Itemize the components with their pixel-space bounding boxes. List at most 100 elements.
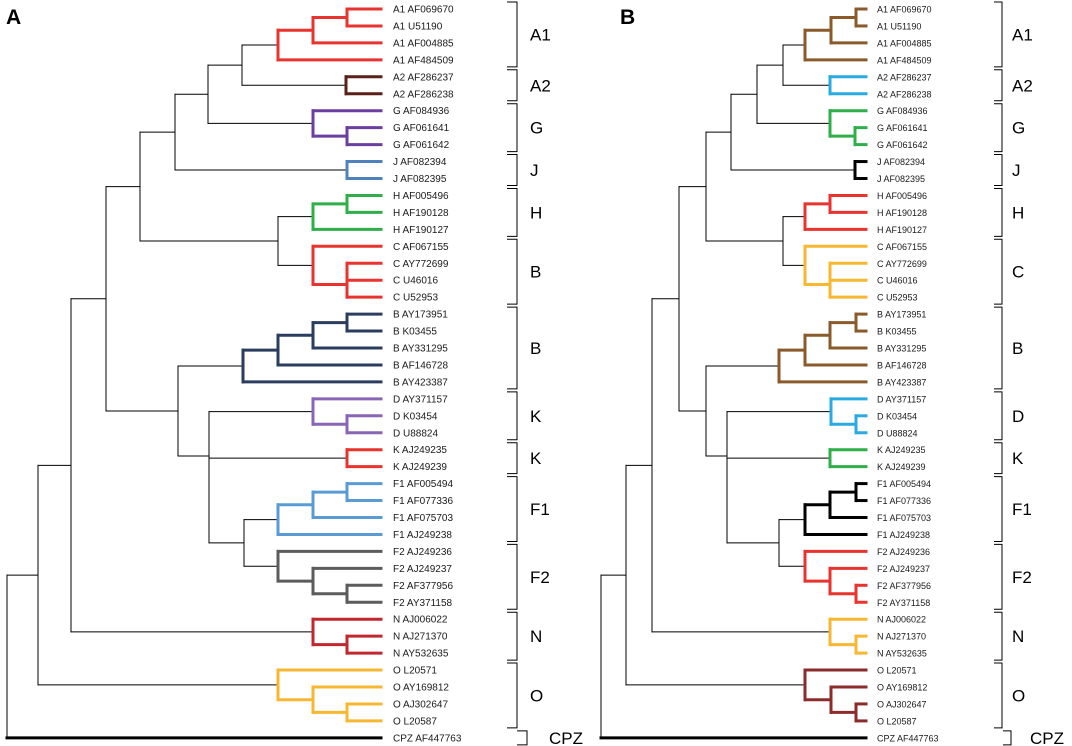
clade-bracket xyxy=(994,476,1003,542)
leaf-label: H AF190127 xyxy=(393,225,449,236)
clade-bracket xyxy=(507,662,518,729)
leaf-label: F2 AJ249237 xyxy=(393,564,452,575)
clade-bracket xyxy=(507,238,518,305)
panel-b-tree: B A1 AF069670 A1 U51190 A1 AF004885 A1 AF48… xyxy=(599,1,1064,746)
clade-label: F1 xyxy=(1012,500,1032,519)
leaf-label: J AF082395 xyxy=(877,174,925,184)
clade-bracket xyxy=(507,611,518,661)
leaf-label: D K03454 xyxy=(877,411,917,421)
clade-label: F1 xyxy=(530,500,550,519)
leaf-label: N AJ271370 xyxy=(393,632,448,643)
clade-bracket xyxy=(994,103,1003,153)
leaf-label: N AY532635 xyxy=(393,649,449,660)
clade-label: B xyxy=(530,263,541,282)
leaf-label: F1 AF005494 xyxy=(393,479,453,490)
leaf-label: B K03455 xyxy=(877,327,917,337)
leaf-label: G AF084936 xyxy=(877,106,928,116)
clade-label: C xyxy=(1012,263,1024,282)
leaf-label: F1 AF075703 xyxy=(393,513,453,524)
leaf-label: H AF190128 xyxy=(393,208,449,219)
leaf-label: A1 AF004885 xyxy=(393,38,454,49)
panel-a-letter: A xyxy=(6,6,21,29)
leaf-label: C U46016 xyxy=(393,276,438,287)
clade-label: N xyxy=(1012,627,1024,646)
leaf-label: F1 AF077336 xyxy=(393,496,453,507)
leaf-label: A1 AF069670 xyxy=(877,5,932,15)
clade-label: K xyxy=(530,449,542,468)
leaf-label: G AF084936 xyxy=(393,106,450,117)
leaf-label: G AF061641 xyxy=(393,123,450,134)
leaf-label: D U88824 xyxy=(877,428,918,438)
leaf-label: B AY331295 xyxy=(393,344,448,355)
clade-label: O xyxy=(1012,686,1025,705)
clade-label: A2 xyxy=(530,76,551,95)
leaf-label: CPZ AF447763 xyxy=(393,733,462,744)
clade-bracket xyxy=(507,187,518,237)
clade-bracket xyxy=(1003,730,1012,746)
leaf-label: A2 AF286238 xyxy=(393,89,454,100)
leaf-label: O L20571 xyxy=(877,666,917,676)
clade-bracket xyxy=(507,391,518,441)
leaf-label: H AF005496 xyxy=(393,191,449,202)
leaf-label: B AF146728 xyxy=(393,360,448,371)
leaf-label: C AY772699 xyxy=(877,259,927,269)
leaf-label: CPZ AF447763 xyxy=(877,733,939,743)
leaf-label: B AF146728 xyxy=(877,360,927,370)
leaf-label: A1 AF484509 xyxy=(393,55,454,66)
leaf-label: F2 AJ249236 xyxy=(393,547,452,558)
clade-bracket xyxy=(507,442,518,475)
leaf-label: G AF061641 xyxy=(877,123,928,133)
clade-bracket xyxy=(994,543,1003,610)
leaf-label: A1 AF004885 xyxy=(877,38,932,48)
leaf-label: F2 AF377956 xyxy=(877,581,931,591)
leaf-label: J AF082394 xyxy=(877,157,925,167)
leaf-label: H AF190127 xyxy=(877,225,927,235)
leaf-label: G AF061642 xyxy=(877,140,928,150)
leaf-label: F2 AF377956 xyxy=(393,581,453,592)
leaf-label: J AF082395 xyxy=(393,174,447,185)
clade-label: H xyxy=(1012,203,1024,222)
leaf-label: N AY532635 xyxy=(877,649,927,659)
leaf-label: C AY772699 xyxy=(393,259,449,270)
clade-bracket xyxy=(507,1,518,68)
leaf-label: B AY173951 xyxy=(877,310,926,320)
leaf-label: K AJ249235 xyxy=(393,445,447,456)
leaf-label: N AJ006022 xyxy=(877,615,926,625)
leaf-label: N AJ006022 xyxy=(393,615,448,626)
leaf-label: A2 AF286237 xyxy=(877,72,932,82)
clade-bracket xyxy=(994,238,1003,305)
leaf-label: F1 AF075703 xyxy=(877,513,931,523)
leaf-label: C AF067155 xyxy=(877,242,927,252)
leaf-label: F1 AJ249238 xyxy=(877,530,930,540)
leaf-label: C U52953 xyxy=(393,293,438,304)
clade-bracket xyxy=(507,543,518,610)
leaf-label: B AY173951 xyxy=(393,310,448,321)
clade-label: F2 xyxy=(530,568,550,587)
clade-bracket xyxy=(507,154,518,186)
leaf-label: F2 AY371158 xyxy=(877,598,930,608)
clade-bracket xyxy=(994,154,1003,186)
leaf-label: F1 AJ249238 xyxy=(393,530,452,541)
panel-a-tree: A A1 AF069670 A1 U51190 A1 AF004885 A1 AF48… xyxy=(5,1,583,746)
leaf-label: F1 AF077336 xyxy=(877,496,931,506)
clade-label: O xyxy=(530,686,543,705)
leaf-label: A2 AF286238 xyxy=(877,89,932,99)
clade-label: B xyxy=(1012,339,1023,358)
clade-bracket xyxy=(994,442,1003,475)
leaf-label: C U52953 xyxy=(877,293,918,303)
clade-label: CPZ xyxy=(549,729,583,746)
clade-label: CPZ xyxy=(1030,729,1064,746)
leaf-label: O AY169812 xyxy=(877,683,927,693)
leaf-label: O L20587 xyxy=(877,716,917,726)
leaf-label: A1 U51190 xyxy=(393,21,443,32)
clade-label: J xyxy=(530,161,539,180)
clade-bracket xyxy=(507,306,518,390)
clade-bracket xyxy=(994,306,1003,390)
leaf-label: J AF082394 xyxy=(393,157,447,168)
leaf-label: A2 AF286237 xyxy=(393,72,454,83)
clade-bracket xyxy=(507,69,518,102)
leaf-label: F2 AJ249236 xyxy=(877,547,930,557)
leaf-label: A1 AF484509 xyxy=(877,55,932,65)
leaf-label: D U88824 xyxy=(393,428,438,439)
